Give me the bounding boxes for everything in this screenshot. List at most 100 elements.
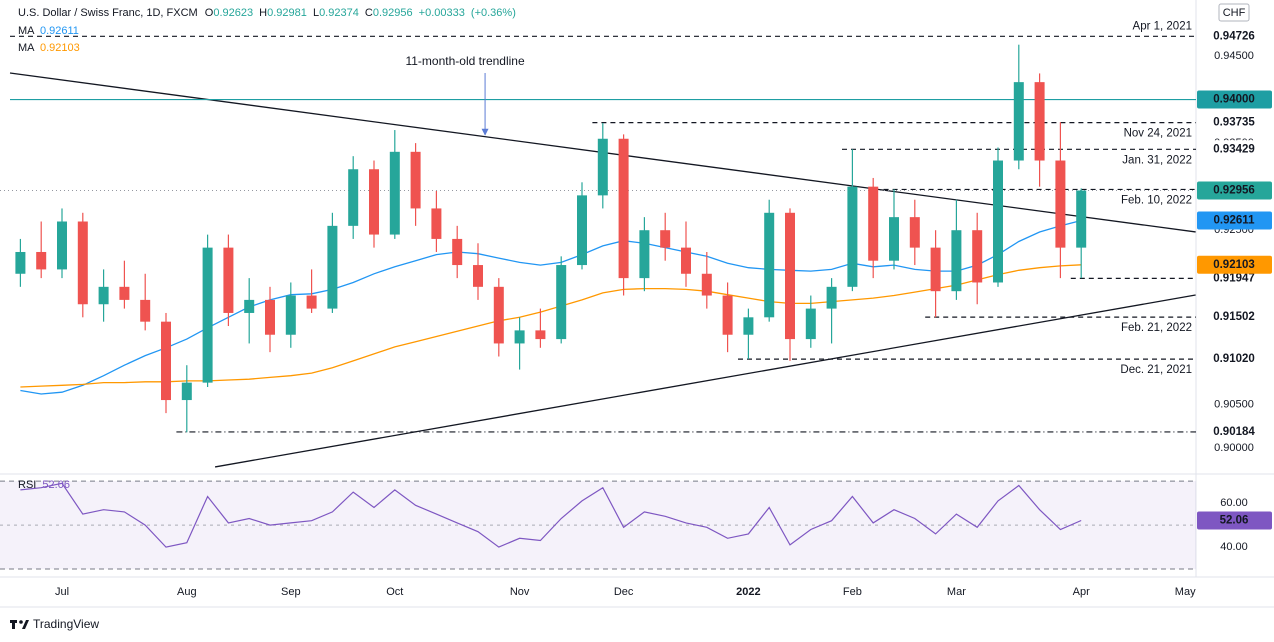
current-price-badge xyxy=(1197,181,1272,200)
candle-body xyxy=(348,169,359,226)
candle-body xyxy=(597,138,608,196)
ma-badge-label: 0.92611 xyxy=(1214,215,1256,227)
candle-body xyxy=(369,169,379,235)
candle-body xyxy=(868,186,879,261)
candle-body xyxy=(681,247,691,274)
rsi-tick-label: 40.00 xyxy=(1220,541,1248,553)
rsi-tick-label: 60.00 xyxy=(1220,497,1248,509)
candle-body xyxy=(972,230,983,283)
ma-name: MA xyxy=(18,25,35,37)
axes: 0.900000.905000.925000.935000.94500JulAu… xyxy=(55,27,1272,598)
ohlc-value: 0.92981 xyxy=(267,7,307,19)
candle-body xyxy=(556,265,567,340)
candle-body xyxy=(577,195,587,266)
rsi-value: 52.06 xyxy=(42,479,70,491)
price-badge-label: 0.94000 xyxy=(1213,94,1255,106)
candle-body xyxy=(181,382,192,401)
candle-body xyxy=(285,295,296,335)
x-tick-label: Nov xyxy=(510,586,530,598)
ma-value: 0.92103 xyxy=(40,42,80,54)
ma-legend: MA 0.92103 xyxy=(18,42,80,54)
x-tick-label: Aug xyxy=(177,586,197,598)
footer-brand: TradingView xyxy=(33,617,99,631)
candle-body xyxy=(1013,82,1024,161)
change: +0.00333 xyxy=(419,7,465,19)
candle-body xyxy=(514,330,525,344)
price-badge-label: 0.94726 xyxy=(1213,30,1255,42)
candle-body xyxy=(930,247,941,292)
x-tick-label: Sep xyxy=(281,586,301,598)
price-badge-label: 0.91020 xyxy=(1213,353,1255,365)
candle-body xyxy=(452,238,463,266)
price-badge-label: 0.91502 xyxy=(1213,311,1255,323)
candle-body xyxy=(265,299,275,335)
legend-header: U.S. Dollar / Swiss Franc, 1D, FXCM O0.9… xyxy=(18,7,516,19)
price-badge-label: 0.93735 xyxy=(1213,117,1255,129)
change-percent: (+0.36%) xyxy=(471,7,516,19)
price-badge-label: 0.90184 xyxy=(1213,426,1255,438)
candle-body xyxy=(826,286,837,309)
candle-body xyxy=(493,286,504,344)
candle-body xyxy=(431,208,442,239)
candle-body xyxy=(410,151,421,209)
level-note: Feb. 21, 2022 xyxy=(1121,322,1192,334)
price-badge xyxy=(1197,269,1272,288)
candle-body xyxy=(140,299,151,322)
candle-body xyxy=(618,138,629,279)
currency: CHF xyxy=(1223,7,1246,19)
x-tick-label: Feb xyxy=(843,586,862,598)
y-tick-label: 0.94500 xyxy=(1214,50,1254,62)
candle-body xyxy=(77,221,88,305)
x-tick-label: Jul xyxy=(55,586,69,598)
price-badge xyxy=(1197,140,1272,159)
candle-body xyxy=(639,230,650,279)
candle-body xyxy=(993,160,1003,283)
ma-legend: MA 0.92611 xyxy=(18,25,79,37)
ohlc-label: H xyxy=(259,7,267,19)
level-note: Nov 24, 2021 xyxy=(1124,128,1192,140)
level-note: Apr 1, 2021 xyxy=(1133,20,1192,32)
rsi-badge-label: 52.06 xyxy=(1220,515,1249,527)
candle-body xyxy=(1076,190,1087,248)
candle-body xyxy=(805,308,816,340)
candle-body xyxy=(15,251,26,274)
candle-body xyxy=(909,217,920,248)
level-note: Dec. 21, 2021 xyxy=(1120,364,1192,376)
main-pane: Apr 1, 2021 Nov 24, 2021 Jan. 31, 2022 Feb.… xyxy=(0,20,1196,468)
candle-body xyxy=(306,295,317,309)
ohlc-label: C xyxy=(365,7,373,19)
ma-badge xyxy=(1197,211,1272,230)
price-badge xyxy=(1197,27,1272,46)
candle-body xyxy=(743,317,754,335)
candle-body xyxy=(473,265,483,287)
price-badge-label: 0.91947 xyxy=(1213,272,1255,284)
ohlc-label: L xyxy=(313,7,319,19)
price-badge xyxy=(1197,422,1272,441)
ohlc-value: 0.92623 xyxy=(213,7,253,19)
x-tick-label: May xyxy=(1175,586,1196,598)
rsi-pane xyxy=(0,480,1196,570)
level-note: Jan. 31, 2022 xyxy=(1122,154,1192,166)
candle-body xyxy=(119,286,130,300)
ma-name: MA xyxy=(18,42,35,54)
rsi-legend: RSI 52.06 xyxy=(18,479,70,491)
x-tick-label: 2022 xyxy=(736,586,760,598)
price-badge xyxy=(1197,308,1272,327)
price-badge xyxy=(1197,90,1272,109)
footer-logo xyxy=(10,620,29,629)
rsi-name: RSI xyxy=(18,479,36,491)
ma-value: 0.92611 xyxy=(40,25,79,37)
x-tick-label: Apr xyxy=(1073,586,1090,598)
candle-body xyxy=(223,247,234,313)
candle-body xyxy=(701,273,712,296)
y-tick-label: 0.90500 xyxy=(1214,398,1254,410)
ohlc-value: 0.92956 xyxy=(373,7,413,19)
x-tick-label: Dec xyxy=(614,586,634,598)
candle-body xyxy=(660,230,671,248)
candle-body xyxy=(389,151,400,235)
candle-body xyxy=(847,186,858,287)
price-badge xyxy=(1197,113,1272,132)
candle-body xyxy=(98,286,109,305)
candle-body xyxy=(202,247,213,383)
